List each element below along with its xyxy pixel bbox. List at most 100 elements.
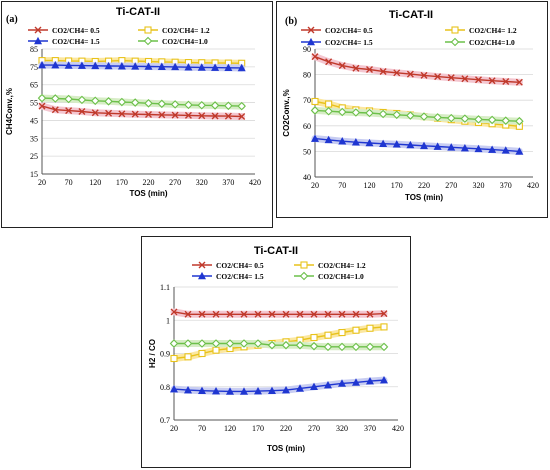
data-point <box>38 102 46 110</box>
data-point <box>145 111 152 119</box>
legend-label: CO2/CH4= 1.5 <box>52 37 100 46</box>
data-point <box>474 115 483 124</box>
data-point <box>198 349 206 358</box>
x-tick-label: 220 <box>280 424 292 433</box>
data-point <box>447 74 455 82</box>
data-point <box>225 387 235 395</box>
data-point <box>184 310 192 318</box>
data-point <box>91 109 99 117</box>
data-point <box>144 62 153 70</box>
data-point <box>324 310 332 318</box>
data-point <box>77 61 86 69</box>
data-point <box>488 77 496 85</box>
x-tick-label: 320 <box>473 181 485 190</box>
series-line <box>314 56 520 83</box>
x-tick-label: 320 <box>336 424 348 433</box>
legend-label: CO2/CH4= 1.5 <box>216 272 264 281</box>
y-tick-label: 70 <box>303 96 311 105</box>
data-point <box>78 108 86 115</box>
data-point <box>310 134 320 142</box>
data-point <box>296 310 304 318</box>
y-tick-label: 45 <box>30 116 38 125</box>
legend-marker <box>306 37 316 46</box>
x-tick-label: 20 <box>170 424 178 433</box>
data-point <box>105 109 113 117</box>
data-point <box>325 100 333 108</box>
data-point <box>239 339 249 348</box>
data-point <box>144 99 153 108</box>
y-tick-label: 65 <box>30 81 38 90</box>
data-point <box>487 115 497 125</box>
data-point <box>488 145 497 153</box>
data-point <box>104 97 113 106</box>
data-point <box>267 340 277 350</box>
legend-label: CO2/CH4=1.0 <box>469 38 515 47</box>
y-axis-label: CH4Conv.,% <box>5 88 14 135</box>
data-point <box>324 135 333 144</box>
data-point <box>37 60 47 69</box>
data-point <box>338 329 346 337</box>
data-point <box>419 112 429 121</box>
data-point <box>90 96 100 106</box>
data-point <box>117 62 126 70</box>
data-point <box>64 94 73 104</box>
data-point <box>325 58 333 66</box>
data-point <box>365 108 374 118</box>
data-point <box>170 354 178 363</box>
data-point <box>224 112 232 120</box>
data-point <box>351 378 361 386</box>
series-line <box>41 97 242 107</box>
data-point <box>351 138 360 146</box>
data-point <box>309 341 319 351</box>
data-point <box>309 382 319 391</box>
data-point <box>324 331 332 339</box>
data-point <box>337 379 347 387</box>
data-point <box>365 138 374 147</box>
legend-label: CO2/CH4= 1.2 <box>469 26 517 35</box>
data-point <box>393 69 401 77</box>
data-point <box>378 109 388 119</box>
series-line <box>314 137 520 153</box>
data-point <box>419 141 429 150</box>
data-point <box>323 342 333 352</box>
data-point <box>502 78 510 86</box>
data-point <box>117 97 127 107</box>
data-point <box>254 310 262 318</box>
y-tick-label: 55 <box>30 99 38 108</box>
data-point <box>268 310 276 318</box>
data-point <box>392 110 402 120</box>
data-point <box>65 107 73 115</box>
data-point <box>406 111 415 120</box>
series-line <box>174 342 384 348</box>
data-point <box>170 308 178 316</box>
y-tick-label: 60 <box>303 122 311 131</box>
data-point <box>295 384 305 392</box>
series-line <box>41 105 242 118</box>
chart-panel-a: (a) Ti-CAT-II CO2/CH4= 0.5 CO2/CH4= 1.2 CO2… <box>1 1 273 228</box>
data-point <box>365 342 375 352</box>
data-point <box>183 385 193 394</box>
x-tick-label: 370 <box>364 424 376 433</box>
x-tick-label: 220 <box>143 178 155 187</box>
data-point <box>379 375 389 384</box>
legend-label: CO2/CH4= 0.5 <box>216 261 264 270</box>
data-point <box>197 100 207 110</box>
data-point <box>51 94 60 103</box>
legend-marker <box>143 36 153 46</box>
data-point <box>224 63 233 72</box>
data-point <box>380 310 388 318</box>
x-tick-label: 120 <box>89 178 101 187</box>
data-point <box>157 62 166 70</box>
data-point <box>184 63 193 71</box>
data-point <box>211 112 219 120</box>
data-point <box>239 387 249 395</box>
data-point <box>324 106 333 116</box>
data-point <box>447 143 456 151</box>
data-point <box>337 342 347 352</box>
data-point <box>91 61 100 70</box>
data-point <box>131 110 139 118</box>
data-point <box>225 339 235 348</box>
chart-title: Ti-CAT-II <box>389 9 433 21</box>
data-point <box>118 110 126 118</box>
y-axis-label: CO2Conv.,% <box>282 89 291 136</box>
